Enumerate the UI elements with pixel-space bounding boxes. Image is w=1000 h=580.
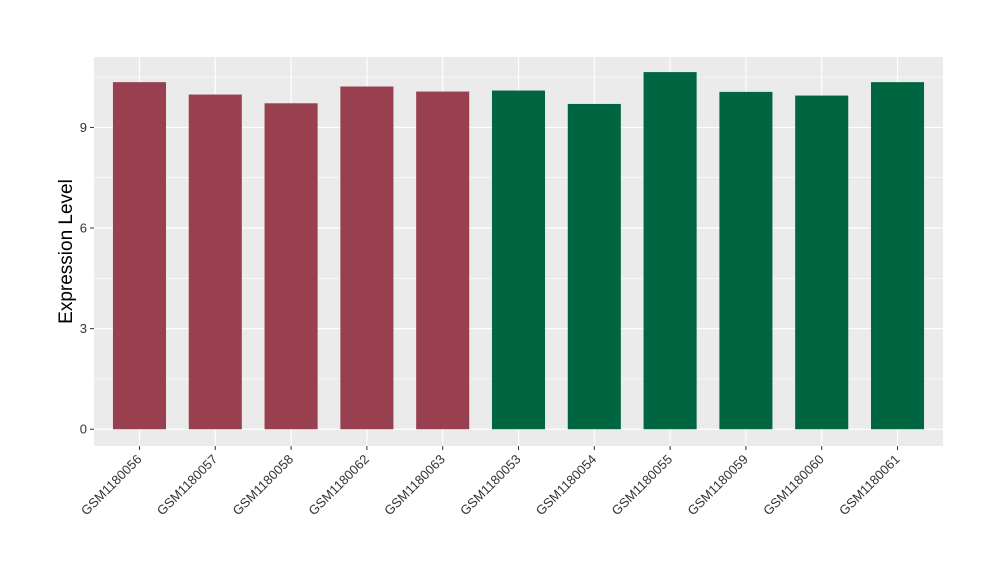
y-tick-label: 0 bbox=[80, 422, 87, 437]
bar-GSM1180055 bbox=[643, 72, 697, 430]
x-tick-label: GSM1180061 bbox=[836, 452, 903, 519]
x-tick-label: GSM1180057 bbox=[154, 452, 221, 519]
x-tick-label: GSM1180053 bbox=[457, 452, 524, 519]
x-tick-label: GSM1180059 bbox=[684, 452, 751, 519]
y-tick-label: 9 bbox=[80, 120, 87, 135]
y-tick-label: 6 bbox=[80, 221, 87, 236]
x-tick-label: GSM1180054 bbox=[533, 452, 600, 519]
bar-GSM1180057 bbox=[188, 94, 242, 430]
x-tick-label: GSM1180058 bbox=[230, 452, 297, 519]
bar-GSM1180056 bbox=[112, 82, 167, 430]
bar-GSM1180058 bbox=[264, 103, 318, 430]
y-tick-label: 3 bbox=[80, 321, 87, 336]
x-tick-label: GSM1180056 bbox=[78, 452, 145, 519]
bar-GSM1180062 bbox=[340, 86, 394, 430]
x-tick-label: GSM1180060 bbox=[760, 452, 827, 519]
x-tick-label: GSM1180055 bbox=[609, 452, 676, 519]
bar-GSM1180060 bbox=[795, 95, 849, 430]
x-tick-label: GSM1180062 bbox=[305, 452, 372, 519]
y-axis-title: Expression Level bbox=[56, 179, 77, 324]
bar-GSM1180063 bbox=[416, 91, 470, 430]
bar-GSM1180061 bbox=[870, 82, 925, 430]
x-tick-label: GSM1180063 bbox=[381, 452, 448, 519]
bar-GSM1180059 bbox=[719, 91, 773, 430]
bars bbox=[112, 72, 925, 430]
bar-GSM1180054 bbox=[567, 103, 621, 430]
bar-GSM1180053 bbox=[491, 90, 546, 430]
